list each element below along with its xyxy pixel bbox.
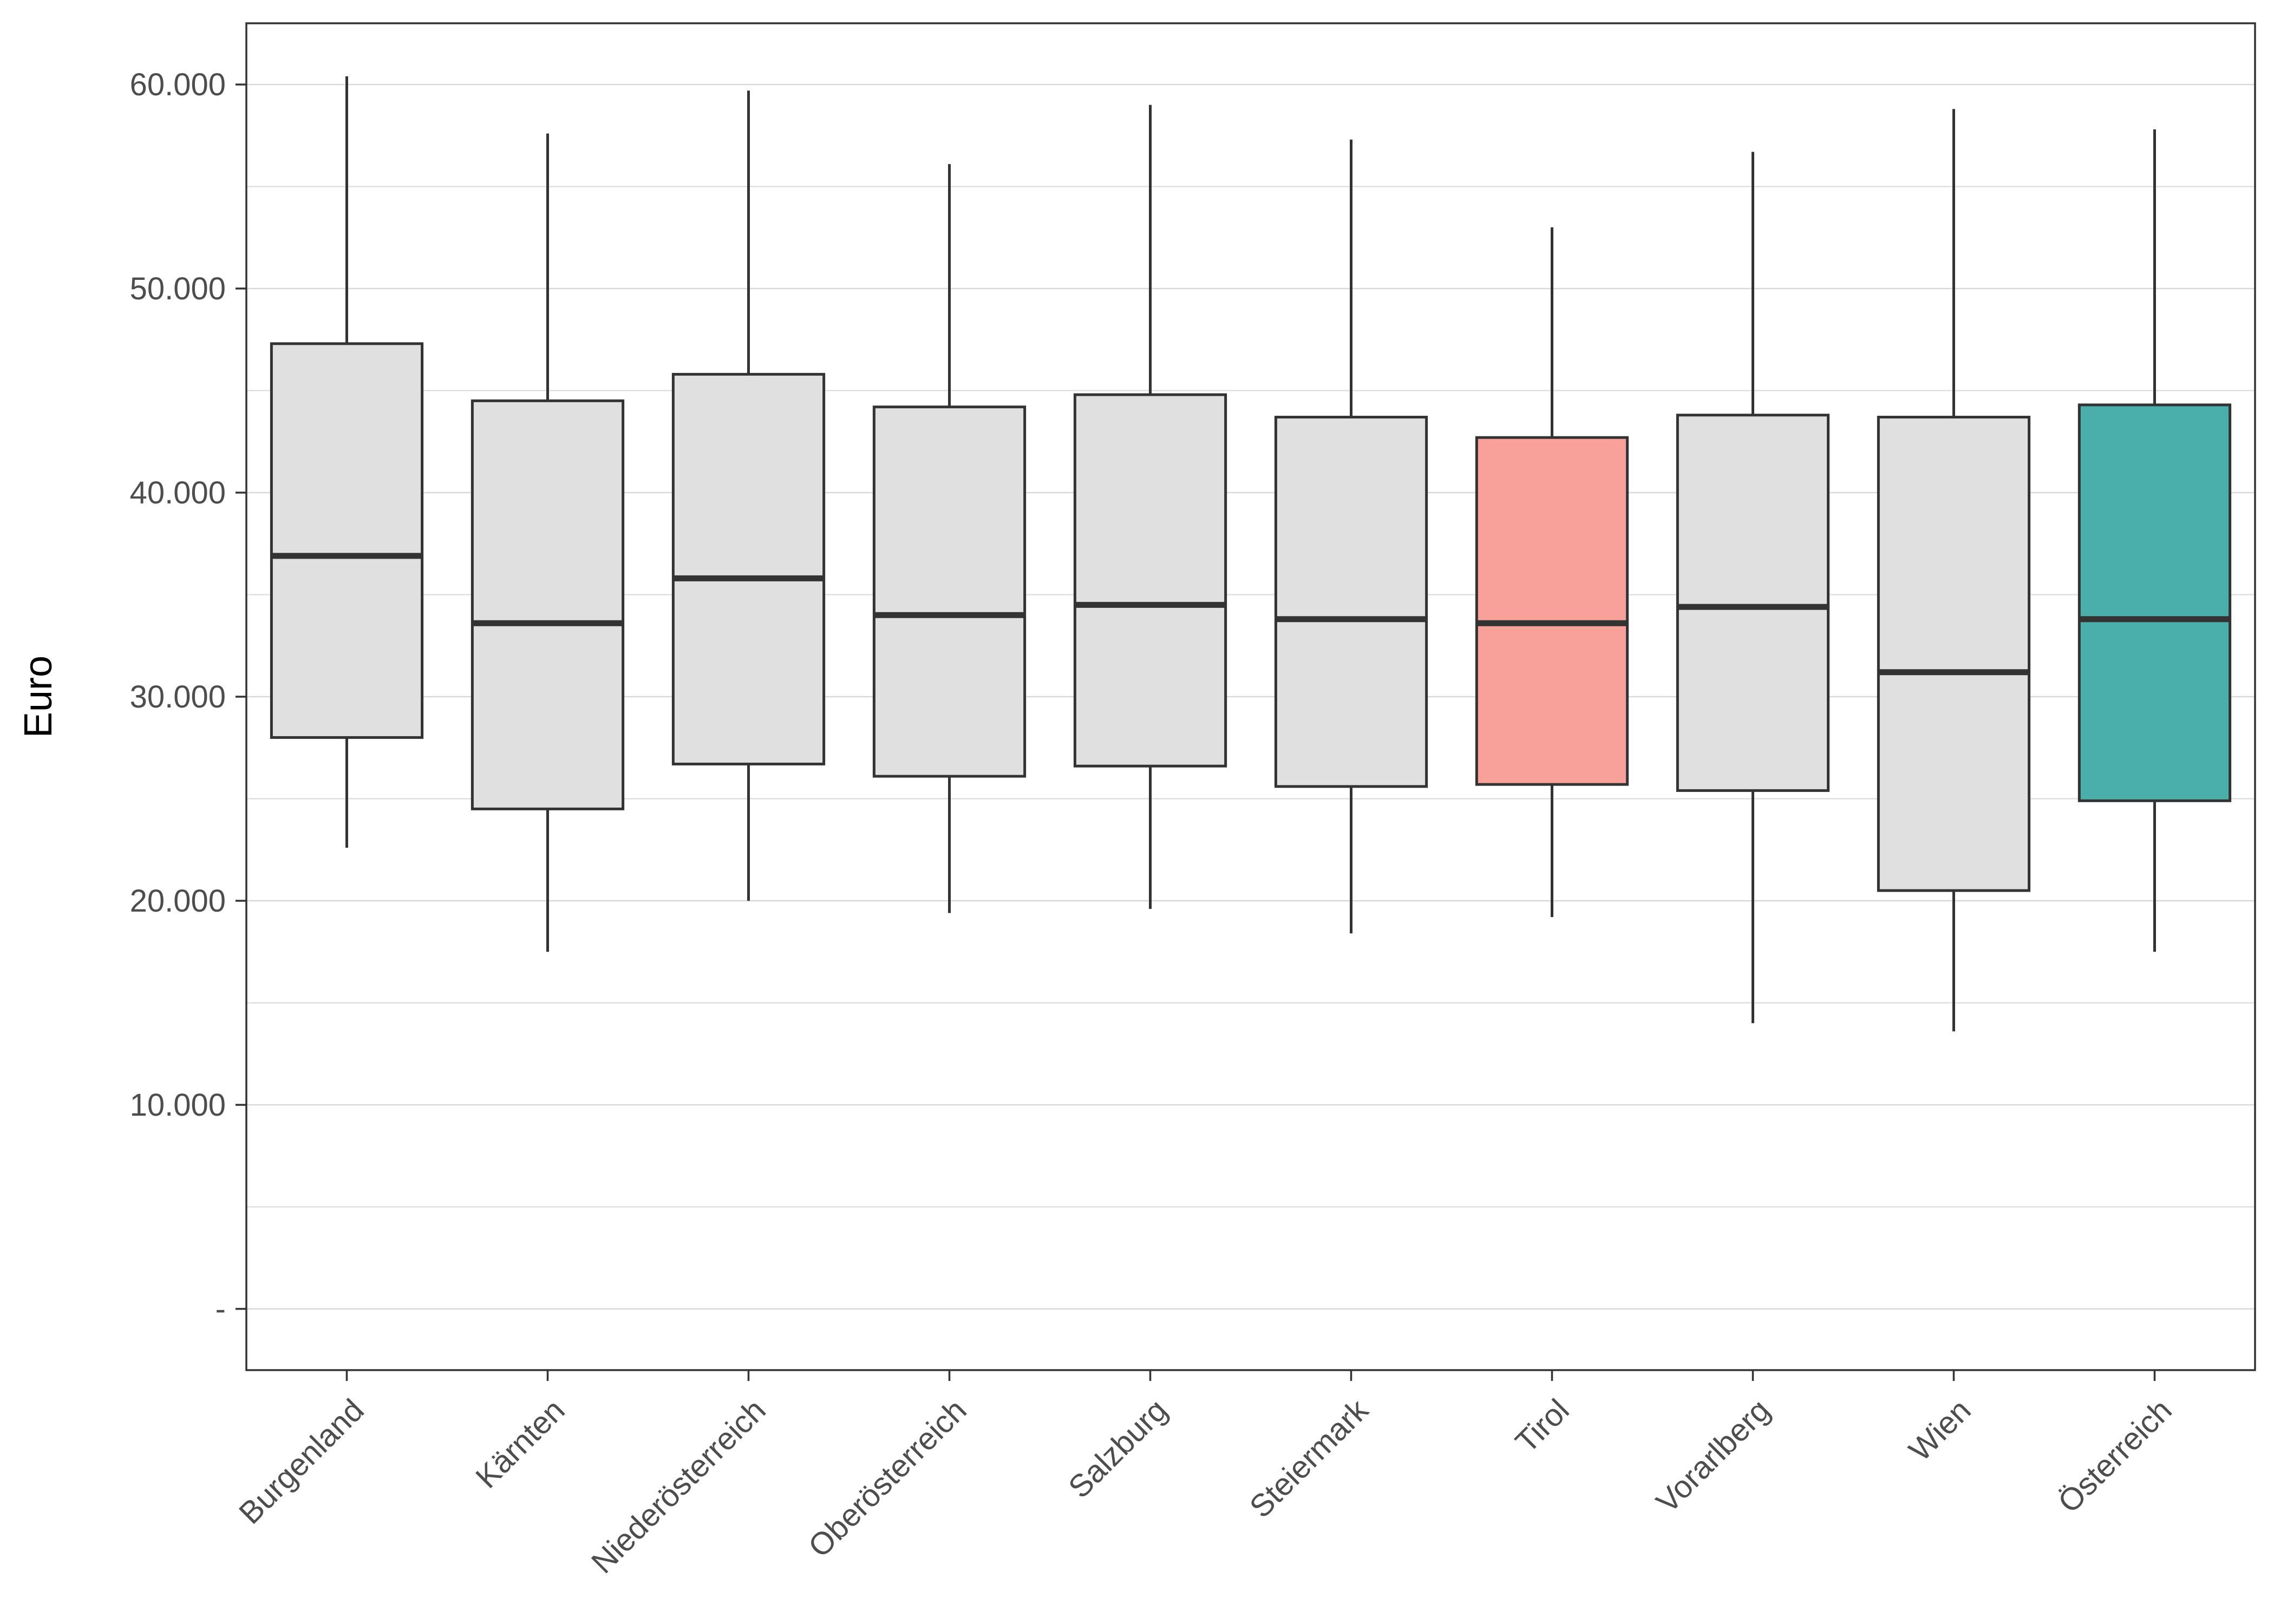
y-tick-label: 10.000 — [130, 1088, 226, 1123]
x-tick-label: Österreich — [2051, 1392, 2179, 1520]
x-tick-label: Oberösterreich — [801, 1392, 973, 1564]
iqr-box — [872, 405, 1027, 778]
x-tick-label: Niederösterreich — [585, 1392, 773, 1580]
box-vorarlberg — [1676, 152, 1830, 1024]
iqr-box — [671, 372, 826, 765]
y-tick-label: 40.000 — [130, 475, 226, 510]
y-tick-label: 60.000 — [130, 67, 226, 102]
x-tick-label: Kärnten — [469, 1392, 572, 1495]
y-tick-label: 50.000 — [130, 271, 226, 306]
box-wien — [1877, 109, 2031, 1032]
iqr-box — [1877, 416, 2031, 892]
x-axis: Burgenland Kärnten Niederösterreich Oberöst… — [232, 1370, 2179, 1580]
x-tick-label: Wien — [1902, 1392, 1977, 1468]
iqr-box — [1274, 416, 1428, 788]
y-axis: - 10.000 20.000 30.000 40.000 50.000 60.000 — [130, 67, 246, 1327]
y-axis-title: Euro — [17, 656, 60, 738]
iqr-box — [1676, 414, 1830, 792]
x-tick-label: Burgenland — [232, 1392, 371, 1531]
x-tick-label: Salzburg — [1062, 1392, 1174, 1505]
x-tick-label: Steiermark — [1243, 1392, 1375, 1525]
box-salzburg — [1073, 104, 1227, 909]
box-niederösterreich — [671, 90, 826, 901]
box-österreich — [2077, 129, 2232, 952]
box-kärnten — [471, 133, 625, 952]
box-burgenland — [270, 76, 424, 848]
y-tick-label: 30.000 — [130, 679, 226, 715]
y-tick-label: 20.000 — [130, 883, 226, 919]
box-oberösterreich — [872, 164, 1027, 913]
x-tick-label: Tirol — [1509, 1392, 1576, 1459]
iqr-box — [1073, 393, 1227, 768]
x-tick-label: Vorarlberg — [1650, 1392, 1777, 1520]
iqr-box — [2077, 403, 2232, 802]
box-tirol — [1475, 227, 1629, 918]
y-tick-label: - — [215, 1292, 226, 1327]
box-steiermark — [1274, 139, 1428, 934]
box-series — [270, 76, 2232, 1032]
iqr-box — [1475, 436, 1629, 786]
iqr-box — [471, 399, 625, 810]
iqr-box — [270, 342, 424, 739]
